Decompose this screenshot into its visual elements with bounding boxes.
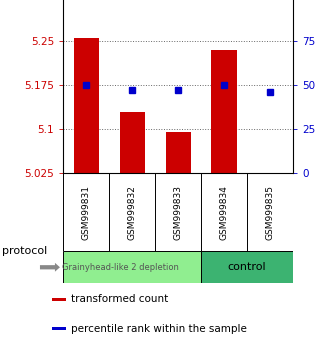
Text: transformed count: transformed count — [71, 294, 168, 304]
Bar — [201, 251, 293, 283]
Bar — [52, 327, 66, 330]
Bar — [166, 132, 191, 173]
Bar — [63, 251, 201, 283]
Bar — [52, 297, 66, 301]
Text: GSM999831: GSM999831 — [82, 185, 91, 240]
Bar — [211, 50, 237, 173]
Text: protocol: protocol — [2, 246, 47, 256]
Text: GSM999835: GSM999835 — [265, 185, 275, 240]
Text: GSM999834: GSM999834 — [219, 185, 229, 240]
Bar — [74, 38, 99, 173]
Text: GSM999832: GSM999832 — [128, 185, 137, 240]
Text: control: control — [228, 262, 266, 272]
Text: percentile rank within the sample: percentile rank within the sample — [71, 324, 247, 334]
Text: GSM999833: GSM999833 — [173, 185, 183, 240]
Bar — [120, 112, 145, 173]
Text: Grainyhead-like 2 depletion: Grainyhead-like 2 depletion — [62, 263, 179, 272]
